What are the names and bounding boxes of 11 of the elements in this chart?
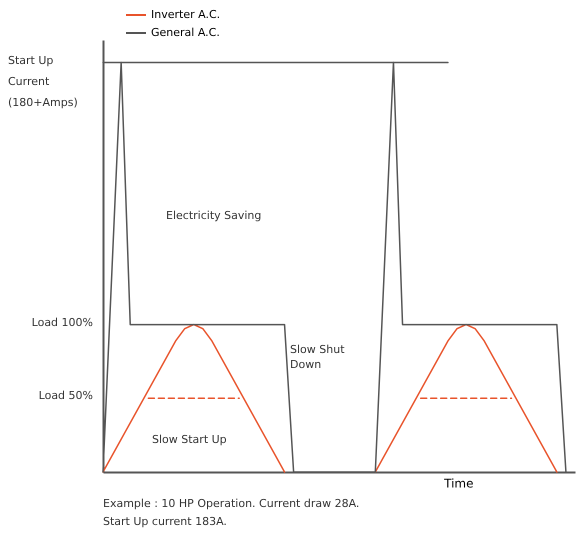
legend-label: General A.C.	[151, 26, 220, 39]
x-axis-title: Time	[443, 476, 474, 490]
text: Start Up Current (180+Amps)	[8, 53, 78, 111]
text: Load 100%	[32, 315, 93, 330]
text: Load 50%	[38, 388, 93, 403]
annotation: Slow Shut Down	[290, 342, 345, 372]
text: Start Up current 183A.	[103, 514, 227, 529]
text: Example : 10 HP Operation. Current draw 28A.	[103, 496, 360, 511]
annotation: Electricity Saving	[166, 208, 262, 223]
annotation: Slow Start Up	[152, 432, 227, 447]
legend-label: Inverter A.C.	[151, 8, 220, 21]
